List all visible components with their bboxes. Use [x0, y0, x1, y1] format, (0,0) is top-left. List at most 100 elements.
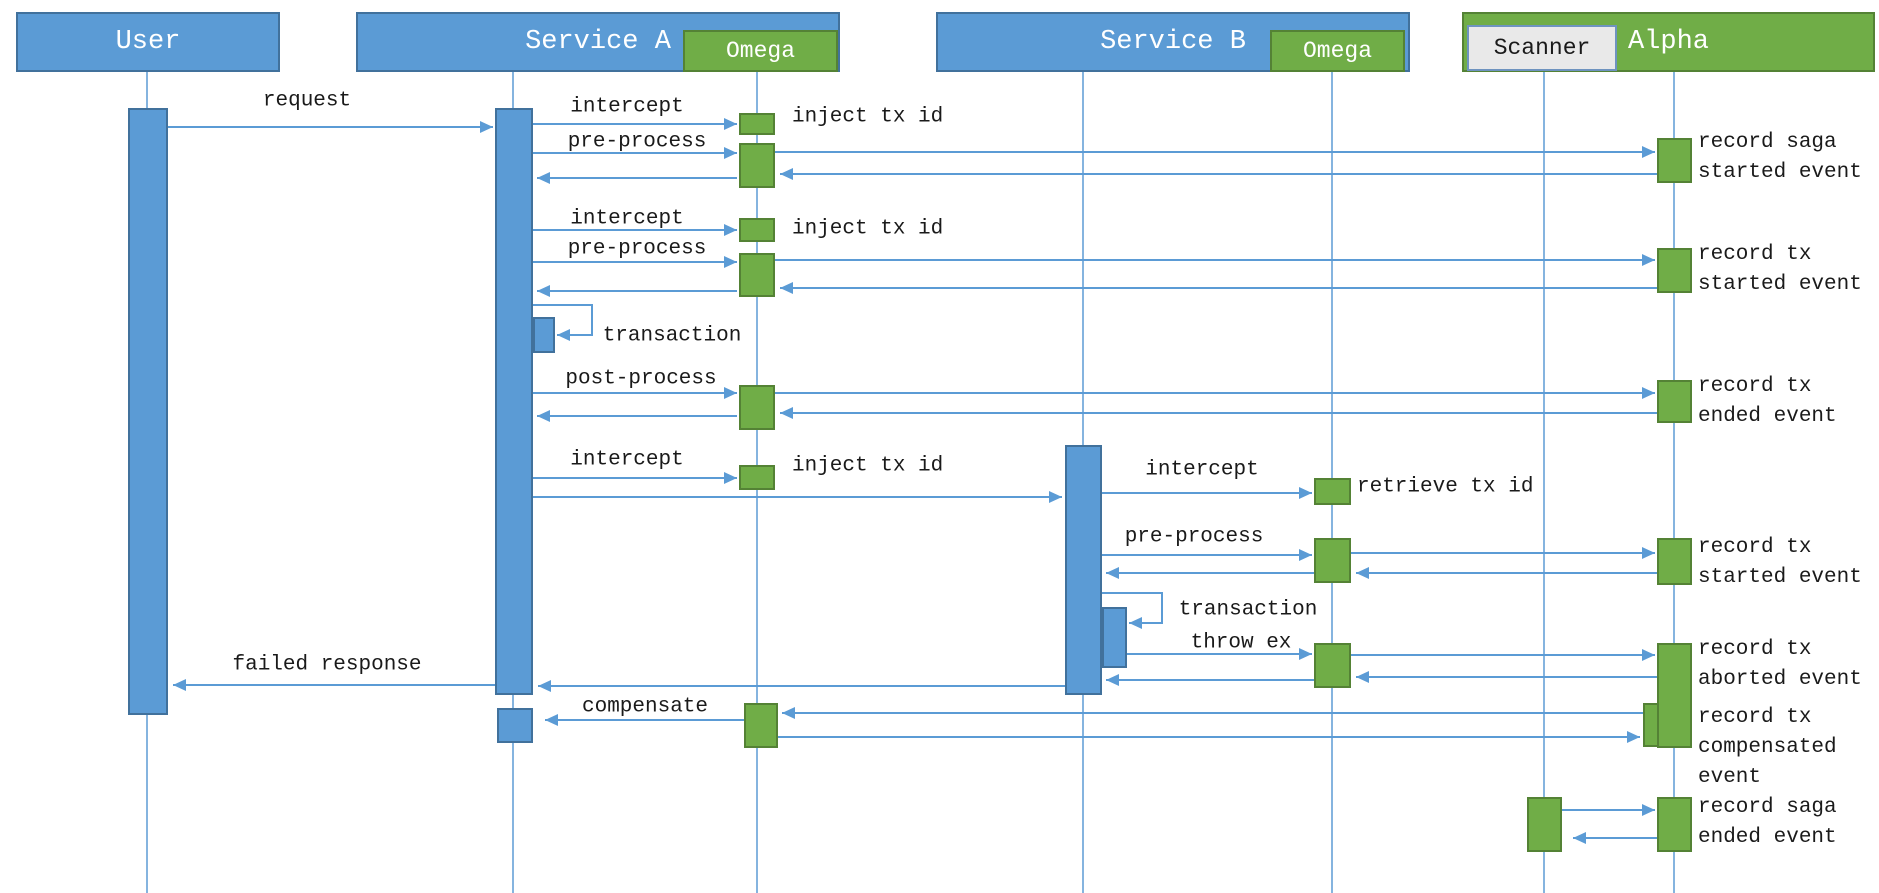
message-label: pre-process	[567, 130, 707, 154]
annotation: record saga ended event	[1698, 793, 1837, 853]
message-label: intercept	[570, 95, 684, 119]
message-arrow	[1356, 676, 1657, 678]
arrowhead-icon	[724, 224, 737, 236]
message-arrow	[533, 152, 737, 154]
message-label: request	[262, 89, 352, 113]
annotation-line: record tx	[1698, 243, 1812, 266]
arrowhead-icon	[1642, 387, 1655, 399]
message-arrow	[537, 415, 737, 417]
self-call-line	[1129, 622, 1162, 624]
activation-service-a	[497, 708, 533, 743]
annotation-line: compensated	[1698, 736, 1837, 759]
message-arrow	[1573, 837, 1657, 839]
float-label: inject tx id	[792, 454, 944, 478]
arrowhead-icon	[1642, 649, 1655, 661]
lifeline-scanner	[1543, 71, 1545, 893]
message-arrow	[782, 712, 1643, 714]
arrowhead-icon	[1573, 832, 1586, 844]
message-arrow	[545, 719, 744, 721]
message-arrow	[1102, 492, 1312, 494]
arrowhead-icon	[1299, 549, 1312, 561]
arrowhead-icon	[782, 707, 795, 719]
float-label: inject tx id	[792, 217, 944, 241]
activation-alpha	[1657, 538, 1692, 585]
arrowhead-icon	[1642, 146, 1655, 158]
activation-alpha	[1657, 643, 1692, 748]
message-arrow	[775, 151, 1655, 153]
activation-omega-a	[739, 253, 775, 297]
self-call-line	[557, 334, 592, 336]
arrowhead-icon	[1129, 617, 1142, 629]
participant-label-service-a: Service A	[525, 27, 671, 57]
annotation: record saga started event	[1698, 128, 1862, 188]
message-arrow	[1106, 572, 1314, 574]
message-arrow	[173, 684, 495, 686]
annotation-line: record saga	[1698, 131, 1837, 154]
message-arrow	[775, 392, 1655, 394]
message-arrow	[780, 173, 1657, 175]
annotation-line: record tx	[1698, 375, 1812, 398]
message-label: intercept	[570, 207, 684, 231]
arrowhead-icon	[545, 714, 558, 726]
participant-label-omega-a: Omega	[725, 38, 795, 64]
message-arrow	[1127, 653, 1312, 655]
annotation-line: record tx	[1698, 536, 1812, 559]
annotation: record tx started event	[1698, 533, 1862, 593]
annotation: record tx ended event	[1698, 372, 1837, 432]
message-arrow	[1102, 554, 1312, 556]
participant-scanner: Scanner	[1467, 25, 1617, 71]
arrowhead-icon	[1049, 491, 1062, 503]
arrowhead-icon	[538, 680, 551, 692]
message-label: pre-process	[567, 237, 707, 261]
message-label: failed response	[232, 653, 422, 677]
message-label: intercept	[570, 448, 684, 472]
arrowhead-icon	[1299, 648, 1312, 660]
arrowhead-icon	[480, 121, 493, 133]
message-arrow	[1106, 679, 1314, 681]
arrowhead-icon	[780, 168, 793, 180]
annotation-line: record tx	[1698, 638, 1812, 661]
activation-omega-a	[739, 385, 775, 430]
message-arrow	[780, 287, 1657, 289]
annotation: record tx compensated event	[1698, 703, 1837, 793]
arrowhead-icon	[1299, 487, 1312, 499]
activation-omega-a	[744, 703, 778, 748]
message-arrow	[780, 412, 1657, 414]
arrowhead-icon	[724, 256, 737, 268]
annotation-line: aborted event	[1698, 668, 1862, 691]
activation-omega-a	[739, 113, 775, 135]
activation-alpha	[1657, 248, 1692, 293]
arrowhead-icon	[1106, 674, 1119, 686]
participant-omega-b: Omega	[1270, 30, 1405, 72]
message-arrow	[778, 736, 1640, 738]
activation-omega-b	[1314, 538, 1351, 583]
arrowhead-icon	[1642, 804, 1655, 816]
annotation-line: record saga	[1698, 796, 1837, 819]
arrowhead-icon	[1106, 567, 1119, 579]
message-arrow	[1356, 572, 1657, 574]
self-call-line	[1161, 592, 1163, 624]
self-call-label: transaction	[602, 324, 742, 348]
arrowhead-icon	[780, 282, 793, 294]
float-label: retrieve tx id	[1357, 475, 1534, 499]
message-arrow	[538, 685, 1065, 687]
arrowhead-icon	[1627, 731, 1640, 743]
annotation: record tx started event	[1698, 240, 1862, 300]
activation-alpha	[1657, 138, 1692, 183]
message-label: throw ex	[1190, 631, 1292, 655]
annotation-line: record tx	[1698, 706, 1812, 729]
arrowhead-icon	[724, 472, 737, 484]
annotation-line: started event	[1698, 161, 1862, 184]
arrowhead-icon	[780, 407, 793, 419]
arrowhead-icon	[1642, 254, 1655, 266]
message-arrow	[533, 261, 737, 263]
activation-alpha	[1657, 380, 1692, 423]
arrowhead-icon	[724, 118, 737, 130]
message-label: compensate	[581, 695, 709, 719]
activation-alpha	[1657, 797, 1692, 852]
message-arrow	[1351, 654, 1655, 656]
activation-service-a	[533, 317, 555, 353]
annotation-line: started event	[1698, 566, 1862, 589]
message-arrow	[168, 126, 493, 128]
float-label: inject tx id	[792, 105, 944, 129]
